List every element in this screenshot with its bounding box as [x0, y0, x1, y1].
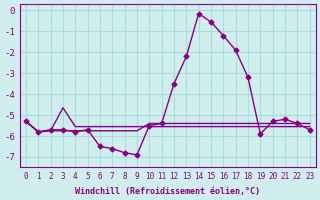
X-axis label: Windchill (Refroidissement éolien,°C): Windchill (Refroidissement éolien,°C) — [75, 187, 260, 196]
